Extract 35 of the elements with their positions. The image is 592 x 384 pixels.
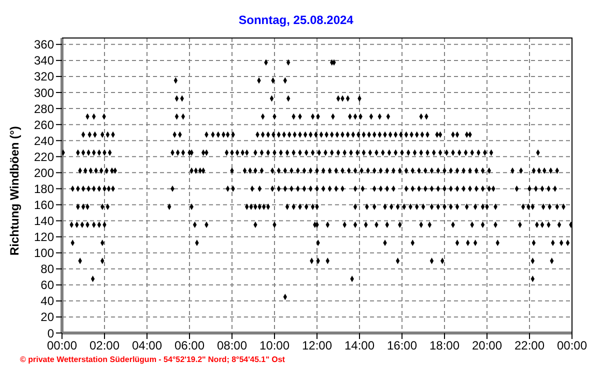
y-tick-label: 320 (34, 70, 54, 84)
x-tick-label: 00:00 (556, 338, 588, 353)
y-tick-label: 60 (40, 278, 54, 292)
y-tick-label: 260 (34, 118, 54, 132)
x-tick-label: 06:00 (174, 338, 205, 353)
x-tick-label: 08:00 (216, 338, 248, 353)
y-tick-label: 20 (40, 310, 54, 324)
y-tick-label: 200 (34, 166, 54, 180)
x-tick-label: 22:00 (514, 338, 545, 353)
y-tick-label: 220 (34, 150, 54, 164)
y-tick-label: 100 (34, 246, 54, 260)
x-tick-label: 02:00 (89, 338, 120, 353)
y-tick-label: 160 (34, 198, 54, 212)
y-tick-label: 280 (34, 102, 54, 116)
y-tick-label: 240 (34, 134, 54, 148)
x-tick-label: 12:00 (302, 338, 332, 353)
y-tick-label: 360 (34, 38, 54, 52)
y-tick-label: 40 (40, 294, 54, 308)
y-tick-label: 120 (34, 230, 54, 244)
x-tick-label: 04:00 (132, 338, 162, 353)
y-tick-label: 80 (40, 262, 54, 276)
chart-title: Sonntag, 25.08.2024 (238, 13, 354, 27)
y-axis-title: Richtung Windböen (°) (7, 126, 22, 256)
x-tick-label: 20:00 (472, 338, 502, 353)
text: © private Wetterstation Süderlügum - 54°52'19.2" Nord; 8°54'45.1" Ost (20, 355, 285, 364)
y-tick-label: 0 (47, 326, 54, 340)
y-tick-label: 300 (34, 86, 54, 100)
x-tick-label: 10:00 (259, 338, 290, 353)
y-tick-label: 180 (34, 182, 54, 196)
x-tick-label: 14:00 (344, 338, 375, 353)
y-tick-label: 340 (34, 54, 54, 68)
y-tick-label: 140 (34, 214, 54, 228)
x-tick-label: 16:00 (386, 338, 418, 353)
x-tick-label: 18:00 (429, 338, 460, 353)
x-tick-label: 00:00 (46, 338, 78, 353)
